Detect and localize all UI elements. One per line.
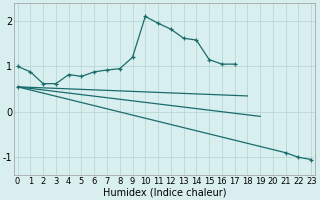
X-axis label: Humidex (Indice chaleur): Humidex (Indice chaleur) (103, 187, 226, 197)
